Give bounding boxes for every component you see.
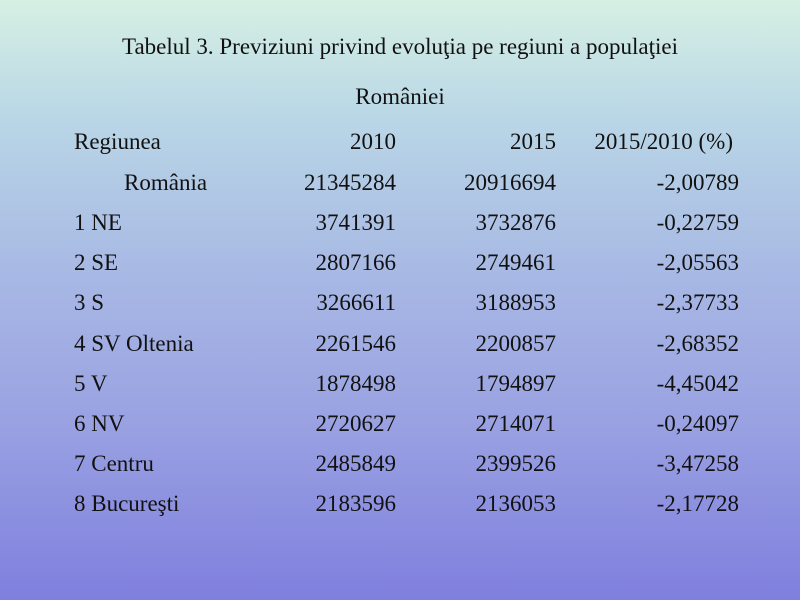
cell-2010: 3741391 [315, 210, 397, 235]
cell-region: 1 NE [74, 210, 122, 235]
header-2015: 2015 [510, 129, 556, 154]
header-region: Regiunea [74, 129, 161, 154]
cell-2010: 2261546 [315, 331, 397, 356]
table-title-line2: României [355, 84, 445, 109]
cell-ratio: -2,68352 [656, 331, 739, 356]
cell-2010: 1878498 [315, 371, 397, 396]
cell-region: 3 S [74, 290, 105, 315]
cell-2015: 2399526 [475, 451, 557, 476]
table-row: 3 S 3266611 3188953 -2,37733 [0, 288, 800, 318]
cell-2015: 20916694 [464, 170, 556, 195]
header-ratio: 2015/2010 (%) [594, 129, 733, 154]
table-row: 5 V 1878498 1794897 -4,45042 [0, 369, 800, 399]
table-row: 4 SV Oltenia 2261546 2200857 -2,68352 [0, 329, 800, 359]
cell-2015: 3732876 [475, 210, 557, 235]
cell-2015: 2136053 [475, 491, 557, 516]
cell-ratio: -4,45042 [656, 371, 739, 396]
cell-region: 8 Bucureşti [74, 491, 180, 516]
cell-2010: 2720627 [315, 411, 397, 436]
cell-2010: 3266611 [316, 290, 396, 315]
cell-region: 7 Centru [74, 451, 154, 476]
cell-ratio: -0,24097 [656, 411, 739, 436]
table-title-line1: Tabelul 3. Previziuni privind evoluţia p… [122, 34, 678, 59]
table-row: 7 Centru 2485849 2399526 -3,47258 [0, 449, 800, 479]
cell-2015: 2749461 [475, 250, 557, 275]
cell-2015: 3188953 [475, 290, 557, 315]
cell-2010: 2485849 [315, 451, 397, 476]
cell-2010: 2807166 [315, 250, 397, 275]
cell-ratio: -2,37733 [656, 290, 739, 315]
table-row: 2 SE 2807166 2749461 -2,05563 [0, 248, 800, 278]
cell-ratio: -2,05563 [656, 250, 739, 275]
table-row: 1 NE 3741391 3732876 -0,22759 [0, 208, 800, 238]
cell-ratio: -3,47258 [656, 451, 739, 476]
cell-ratio: -2,17728 [656, 491, 739, 516]
cell-region: 2 SE [74, 250, 119, 275]
header-2010: 2010 [350, 129, 396, 154]
cell-region: 6 NV [74, 411, 125, 436]
table-row: 8 Bucureşti 2183596 2136053 -2,17728 [0, 489, 800, 519]
cell-ratio: -2,00789 [656, 170, 739, 195]
table-row-romania: România 21345284 20916694 -2,00789 [0, 168, 800, 198]
cell-ratio: -0,22759 [656, 210, 739, 235]
cell-2010: 2183596 [315, 491, 397, 516]
cell-2015: 2714071 [475, 411, 557, 436]
cell-2015: 1794897 [475, 371, 557, 396]
cell-region: România [124, 170, 208, 195]
cell-2015: 2200857 [475, 331, 557, 356]
cell-region: 4 SV Oltenia [74, 331, 194, 356]
cell-2010: 21345284 [304, 170, 396, 195]
table-header-row: Regiunea 2010 2015 2015/2010 (%) [0, 127, 800, 157]
table-row: 6 NV 2720627 2714071 -0,24097 [0, 409, 800, 439]
cell-region: 5 V [74, 371, 108, 396]
